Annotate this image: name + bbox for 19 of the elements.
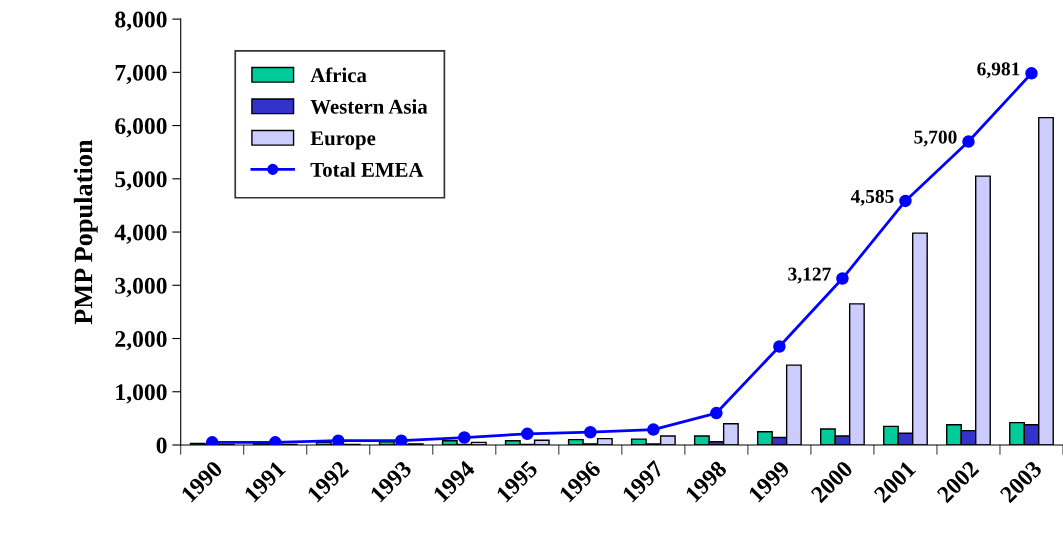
legend-label: Europe <box>310 131 376 150</box>
y-tick-label: 1,000 <box>116 384 167 404</box>
y-tick-label: 2,000 <box>115 331 167 351</box>
data-label: 6,981 <box>977 62 1020 79</box>
y-tick-label: 8,000 <box>115 11 167 31</box>
y-tick-label: 3,000 <box>115 277 167 298</box>
y-tick-label: 5,000 <box>115 171 167 191</box>
y-tick-label: 7,000 <box>115 64 167 85</box>
y-axis-title: PMP Population <box>73 139 98 325</box>
legend-label: Western Asia <box>310 99 428 114</box>
data-label: 4,585 <box>850 189 894 206</box>
y-tick-label: 6,000 <box>115 118 167 138</box>
legend-label: Africa <box>310 67 367 83</box>
x-tick-label: 1999 <box>747 460 791 503</box>
data-label: 5,700 <box>914 130 957 147</box>
y-tick-label: 0 <box>156 437 167 454</box>
data-label: 3,127 <box>788 267 831 284</box>
legend-label: Total EMEA <box>310 162 424 177</box>
y-tick-label: 4,000 <box>114 224 167 244</box>
